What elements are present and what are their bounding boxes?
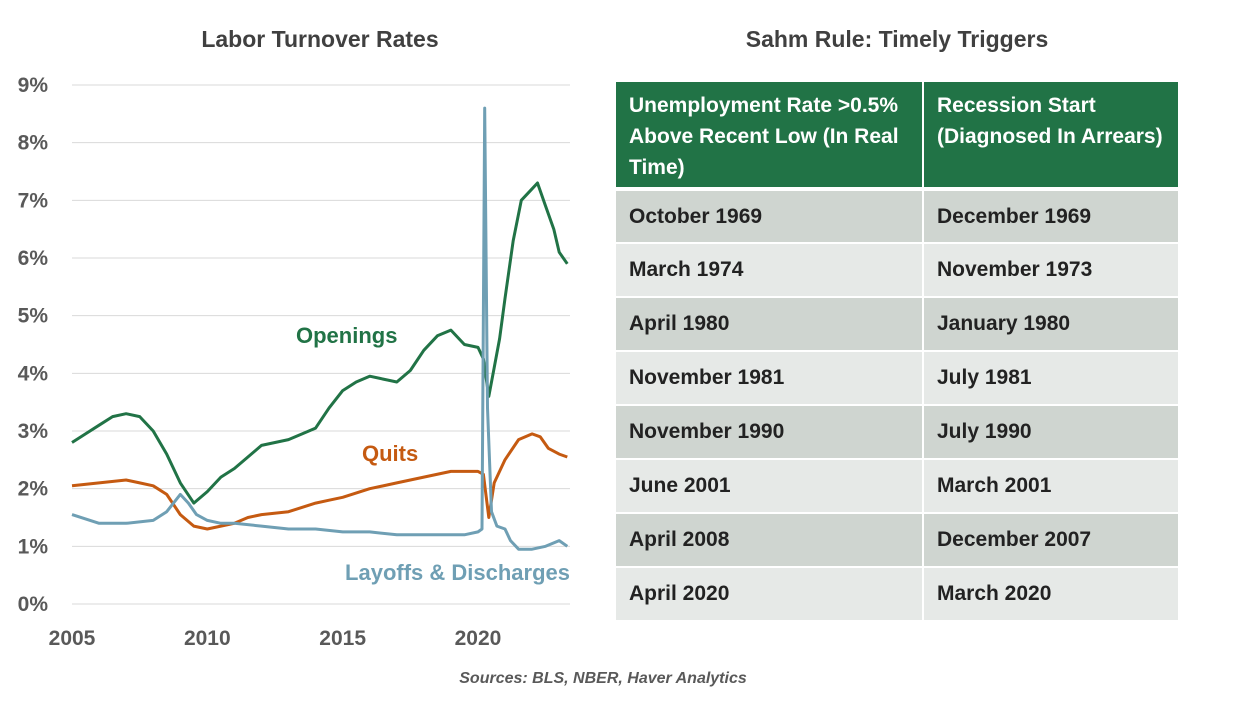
sahm-rule-table: Unemployment Rate >0.5% Above Recent Low…	[616, 82, 1178, 622]
x-tick-label: 2020	[455, 627, 502, 650]
x-tick-label: 2005	[49, 627, 96, 650]
layoffs-discharges-label: Layoffs & Discharges	[345, 560, 570, 585]
y-tick-label: 6%	[18, 247, 49, 270]
y-tick-label: 2%	[18, 478, 49, 501]
y-tick-label: 3%	[18, 420, 49, 443]
chart-title: Labor Turnover Rates	[201, 26, 439, 52]
x-tick-label: 2015	[319, 627, 366, 650]
layoffs-discharges-line	[71, 106, 569, 551]
trigger-date-cell: November 1990	[616, 405, 924, 460]
recession-start-cell: December 1969	[923, 189, 1178, 244]
y-tick-label: 5%	[18, 305, 49, 328]
y-tick-label: 7%	[18, 189, 49, 212]
table-title: Sahm Rule: Timely Triggers	[745, 26, 1049, 52]
header-unemployment-trigger: Unemployment Rate >0.5% Above Recent Low…	[616, 82, 924, 191]
table-row: April 2020 March 2020	[616, 567, 1178, 622]
trigger-date-cell: March 1974	[616, 243, 924, 298]
trigger-date-cell: April 2020	[616, 567, 924, 622]
chart-series-labels: Openings Quits Layoffs & Discharges	[296, 323, 570, 585]
y-tick-label: 1%	[18, 535, 49, 558]
y-tick-label: 0%	[18, 593, 49, 616]
table-row: November 1990 July 1990	[616, 405, 1178, 460]
x-tick-label: 2010	[184, 627, 231, 650]
x-axis-ticks: 2005 2010 2015 2020	[49, 627, 502, 650]
table-header-row: Unemployment Rate >0.5% Above Recent Low…	[616, 82, 1178, 191]
trigger-date-cell: October 1969	[616, 189, 924, 244]
table-row: April 2008 December 2007	[616, 513, 1178, 568]
table-row: October 1969 December 1969	[616, 189, 1178, 244]
table-row: November 1981 July 1981	[616, 351, 1178, 406]
recession-start-cell: January 1980	[923, 297, 1178, 352]
chart-series-lines	[71, 106, 569, 551]
openings-label: Openings	[296, 323, 397, 348]
quits-line	[71, 432, 568, 531]
y-axis-ticks: 0% 1% 2% 3% 4% 5% 6% 7% 8% 9%	[18, 74, 49, 616]
recession-start-cell: March 2001	[923, 459, 1178, 514]
table-row: March 1974 November 1973	[616, 243, 1178, 298]
trigger-date-cell: April 1980	[616, 297, 924, 352]
labor-turnover-chart: 0% 1% 2% 3% 4% 5% 6% 7% 8% 9% 2005 2010 2015 2020 Op…	[18, 74, 570, 650]
recession-start-cell: July 1990	[923, 405, 1178, 460]
trigger-date-cell: November 1981	[616, 351, 924, 406]
y-tick-label: 9%	[18, 74, 49, 97]
openings-line	[71, 181, 569, 505]
quits-label: Quits	[362, 441, 418, 466]
recession-start-cell: July 1981	[923, 351, 1178, 406]
table-body: October 1969 December 1969 March 1974 Novem…	[616, 189, 1178, 622]
source-note: Sources: BLS, NBER, Haver Analytics	[459, 670, 747, 687]
y-tick-label: 8%	[18, 132, 49, 155]
recession-start-cell: March 2020	[923, 567, 1178, 622]
table-row: April 1980 January 1980	[616, 297, 1178, 352]
recession-start-cell: November 1973	[923, 243, 1178, 298]
recession-start-cell: December 2007	[923, 513, 1178, 568]
trigger-date-cell: June 2001	[616, 459, 924, 514]
header-recession-start: Recession Start (Diagnosed In Arrears)	[923, 82, 1178, 191]
y-tick-label: 4%	[18, 362, 49, 385]
table-row: June 2001 March 2001	[616, 459, 1178, 514]
trigger-date-cell: April 2008	[616, 513, 924, 568]
